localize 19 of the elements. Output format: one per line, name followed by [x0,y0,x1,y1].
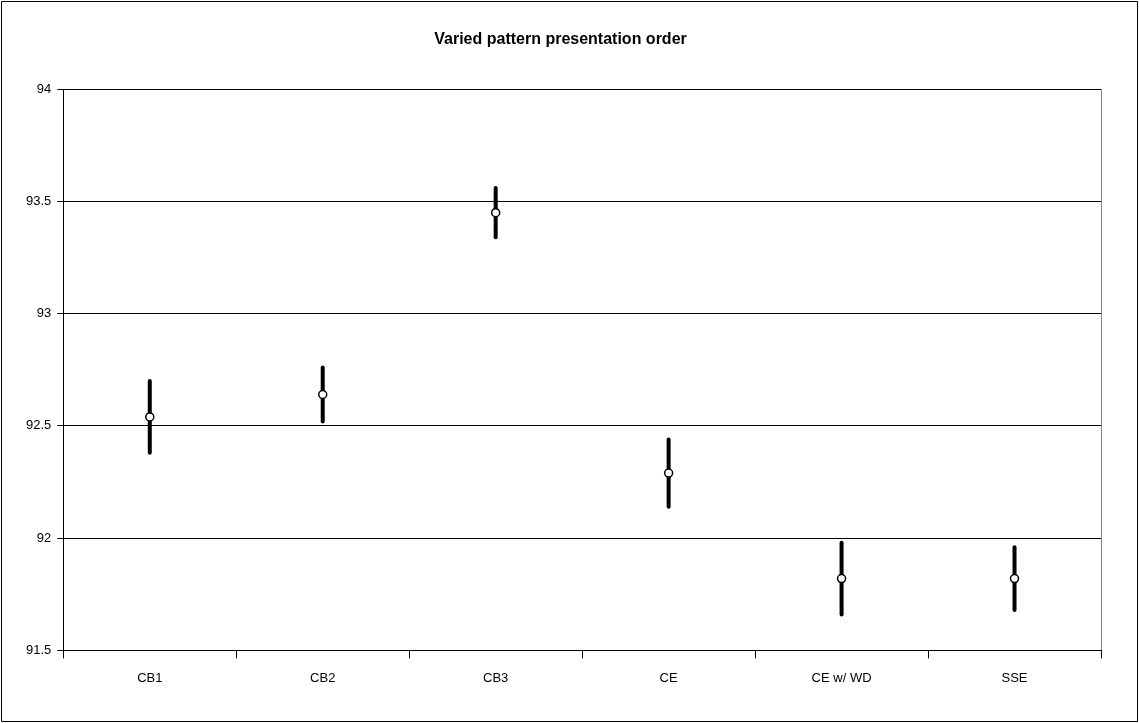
point [490,207,501,218]
x-tick-label: CB3 [483,669,509,685]
point [836,573,847,584]
x-tick-label: CE w/ WD [811,669,872,685]
x-tick-label: CE [659,669,678,685]
x-tick-label: CB1 [137,669,163,685]
y-tick-label: 93.5 [25,193,52,209]
x-tick-label: SSE [1001,669,1028,685]
x-tick-label: CB2 [310,669,336,685]
y-tick-label: 92 [36,529,52,545]
y-tick-label: 94 [36,80,52,96]
point [317,389,328,400]
chart-title: Varied pattern presentation order [434,30,687,48]
point [145,412,155,422]
y-tick-label: 92.5 [25,417,52,433]
y-tick-label: 93 [36,305,52,321]
y-tick-label: 91.5 [25,641,52,657]
point [663,468,674,478]
point [1009,573,1020,584]
